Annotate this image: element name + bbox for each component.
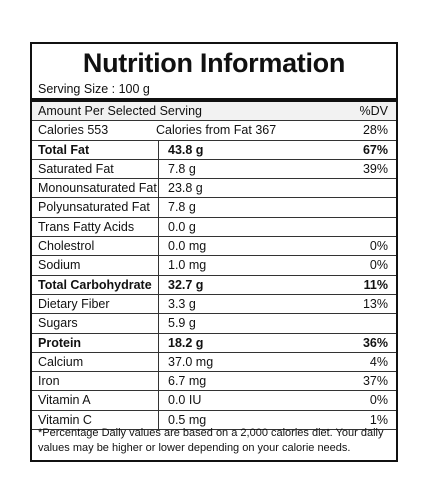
- footnote: *Percentage Daily values are based on a …: [38, 427, 384, 454]
- cell-divider: [158, 237, 159, 256]
- amount: 0.0 mg: [168, 239, 207, 254]
- nutrient-name: Cholestrol: [38, 239, 95, 254]
- daily-value: 28%: [362, 123, 388, 138]
- column-header: %DV: [359, 104, 388, 118]
- amount: 1.0 mg: [168, 258, 207, 273]
- cell-divider: [158, 275, 159, 294]
- amount: 0.0 IU: [168, 393, 202, 408]
- amount: 6.7 mg: [168, 374, 207, 389]
- table-row: Sugars 5.9 g: [32, 314, 396, 334]
- cell-divider: [158, 179, 159, 198]
- cell-divider: [158, 314, 159, 333]
- table-row: Sodium 1.0 mg 0%: [32, 256, 396, 276]
- nutrient-name: Dietary Fiber: [38, 296, 110, 311]
- amount: 0.0 g: [168, 219, 196, 234]
- daily-value: 4%: [369, 354, 388, 369]
- nutrient-name: Calcium: [38, 354, 84, 369]
- cell-divider: [158, 294, 159, 314]
- table-row: Cholestrol 0.0 mg 0%: [32, 237, 396, 257]
- cell-divider: [158, 256, 159, 275]
- table-row: Total Carbohydrate 32.7 g 11%: [32, 275, 396, 295]
- cell-divider: [158, 372, 159, 391]
- amount: 0.5 mg: [168, 412, 207, 427]
- daily-value: 67%: [362, 142, 388, 157]
- nutrient-name: Vitamin A: [38, 393, 91, 408]
- daily-value: 39%: [362, 161, 388, 176]
- cell-divider: [158, 140, 159, 159]
- table-row: Iron 6.7 mg 37%: [32, 372, 396, 392]
- nutrient-name: Monounsaturated Fat: [38, 181, 157, 196]
- table-row: Protein 18.2 g 36%: [32, 333, 396, 353]
- table-row: Calories 553 Calories from Fat 367 28%: [32, 121, 396, 141]
- table-row: Polyunsaturated Fat 7.8 g: [32, 198, 396, 218]
- daily-value: 1%: [369, 412, 388, 427]
- cell-divider: [158, 333, 159, 352]
- cell-divider: [158, 198, 159, 217]
- table-row: Calcium 37.0 mg 4%: [32, 352, 396, 373]
- amount: Calories from Fat 367: [156, 123, 277, 138]
- nutrient-name: Saturated Fat: [38, 161, 114, 176]
- amount: 43.8 g: [168, 142, 204, 157]
- nutrition-table: Amount Per Selected Serving %DV Calories…: [32, 98, 396, 431]
- nutrient-name: Sodium: [38, 258, 81, 273]
- nutrient-name: Protein: [38, 335, 82, 350]
- table-header: Amount Per Selected Serving %DV: [32, 102, 396, 122]
- daily-value: 11%: [363, 277, 388, 292]
- nutrient-name: Calories 553: [38, 123, 109, 138]
- table-row: Monounsaturated Fat 23.8 g: [32, 179, 396, 199]
- amount: 5.9 g: [168, 316, 196, 331]
- amount: 37.0 mg: [168, 354, 214, 369]
- table-row: Saturated Fat 7.8 g 39%: [32, 159, 396, 180]
- cell-divider: [158, 159, 159, 179]
- serving-size: Serving Size : 100 g: [38, 82, 150, 96]
- daily-value: 13%: [362, 296, 388, 311]
- daily-value: 0%: [369, 258, 388, 273]
- nutrient-name: Trans Fatty Acids: [38, 219, 135, 234]
- cell-divider: [158, 410, 159, 430]
- cell-divider: [158, 217, 159, 237]
- nutrient-name: Sugars: [38, 316, 78, 331]
- nutrient-name: Vitamin C: [38, 412, 92, 427]
- table-row: Total Fat 43.8 g 67%: [32, 140, 396, 160]
- table-row: Trans Fatty Acids 0.0 g: [32, 217, 396, 238]
- daily-value: 37%: [362, 374, 388, 389]
- nutrient-name: Polyunsaturated Fat: [38, 200, 150, 215]
- daily-value: 0%: [369, 239, 388, 254]
- table-row: Vitamin A 0.0 IU 0%: [32, 391, 396, 411]
- cell-divider: [158, 352, 159, 372]
- amount: 23.8 g: [168, 181, 203, 196]
- amount: 18.2 g: [168, 335, 204, 350]
- nutrient-name: Total Carbohydrate: [38, 277, 152, 292]
- table-row: Vitamin C 0.5 mg 1%: [32, 410, 396, 431]
- amount: 7.8 g: [168, 200, 196, 215]
- cell-divider: [158, 391, 159, 410]
- title: Nutrition Information: [82, 48, 346, 78]
- nutrition-label: Nutrition Information Serving Size : 100…: [30, 42, 398, 462]
- daily-value: 36%: [362, 335, 388, 350]
- table-row: Dietary Fiber 3.3 g 13%: [32, 294, 396, 315]
- column-header: Amount Per Selected Serving: [38, 104, 202, 118]
- amount: 7.8 g: [168, 161, 196, 176]
- amount: 3.3 g: [168, 296, 196, 311]
- amount: 32.7 g: [168, 277, 204, 292]
- nutrient-name: Total Fat: [38, 142, 90, 157]
- daily-value: 0%: [369, 393, 388, 408]
- nutrient-name: Iron: [38, 374, 60, 389]
